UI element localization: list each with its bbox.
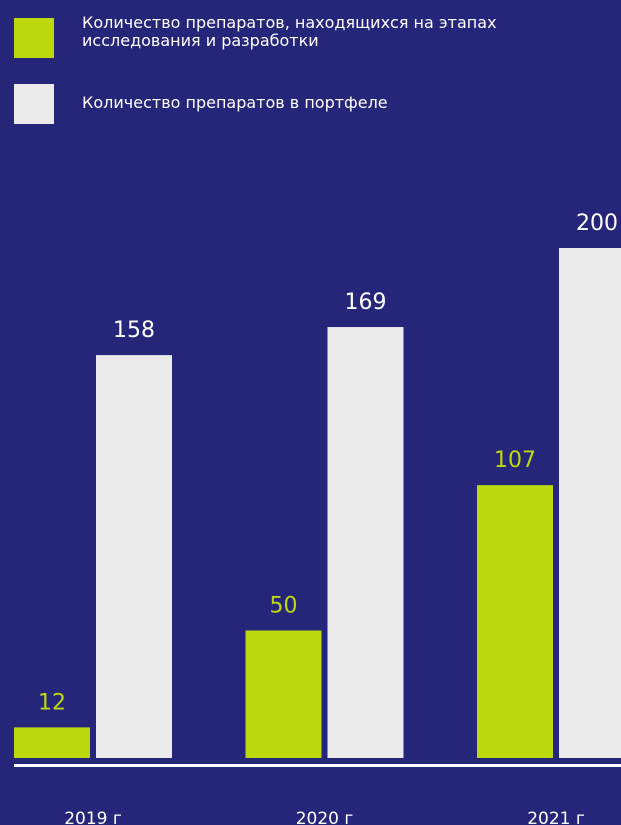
legend-item: Количество препаратов в портфеле — [14, 84, 388, 124]
value-label: 107 — [494, 448, 536, 473]
legend-label: Количество препаратов, находящихся на эт… — [82, 13, 497, 50]
value-label: 169 — [345, 290, 387, 315]
legend-item: Количество препаратов, находящихся на эт… — [14, 14, 497, 58]
legend-swatch — [14, 84, 54, 124]
x-tick-label: 2019 г — [64, 809, 122, 825]
bar — [96, 355, 172, 758]
baseline — [14, 764, 621, 767]
legend-swatch — [14, 18, 54, 58]
value-label: 12 — [38, 690, 66, 715]
value-label: 158 — [113, 318, 155, 343]
value-label: 50 — [270, 594, 298, 619]
bar — [477, 485, 553, 758]
bar — [14, 727, 90, 758]
bar — [245, 630, 322, 758]
bar — [327, 327, 404, 758]
legend-label: Количество препаратов в портфеле — [82, 93, 388, 112]
x-tick-label: 2021 г — [527, 809, 585, 825]
bar — [559, 248, 621, 758]
x-tick-label: 2020 г — [296, 809, 354, 825]
value-label: 200 — [576, 211, 618, 236]
